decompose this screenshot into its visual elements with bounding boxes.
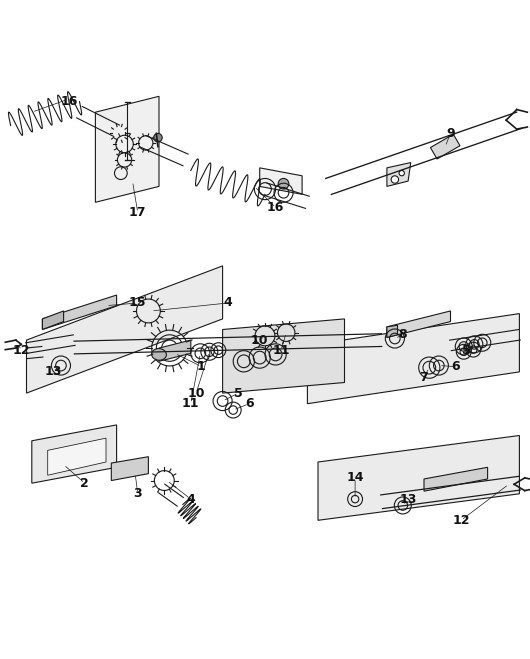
Text: 5: 5	[234, 387, 243, 399]
Text: 12: 12	[452, 514, 470, 527]
Text: 2: 2	[81, 476, 89, 490]
Text: 11: 11	[182, 397, 200, 410]
Polygon shape	[48, 438, 106, 475]
Text: 13: 13	[400, 492, 417, 505]
Ellipse shape	[152, 349, 166, 360]
Polygon shape	[111, 457, 148, 480]
Text: 16: 16	[267, 201, 284, 214]
Text: 3: 3	[134, 487, 142, 500]
Text: 8: 8	[399, 328, 407, 341]
Text: 12: 12	[12, 344, 30, 357]
Polygon shape	[42, 311, 64, 330]
Polygon shape	[387, 163, 411, 186]
Polygon shape	[387, 326, 398, 337]
Bar	[430, 134, 460, 159]
Text: 15: 15	[129, 297, 147, 310]
Polygon shape	[318, 436, 519, 521]
Circle shape	[278, 179, 289, 189]
Polygon shape	[223, 319, 344, 393]
Circle shape	[154, 133, 162, 142]
Polygon shape	[26, 266, 223, 393]
Text: 16: 16	[60, 95, 77, 108]
Text: 9: 9	[446, 127, 455, 140]
Text: 5: 5	[462, 344, 471, 357]
Text: 10: 10	[251, 333, 269, 347]
Text: 17: 17	[129, 206, 147, 219]
Text: 13: 13	[45, 365, 61, 378]
Circle shape	[391, 176, 399, 183]
Text: 6: 6	[452, 360, 460, 373]
Polygon shape	[387, 311, 450, 337]
Text: 4: 4	[187, 492, 195, 505]
Circle shape	[399, 171, 404, 176]
Text: 11: 11	[272, 344, 290, 357]
Polygon shape	[424, 467, 488, 491]
Text: 6: 6	[245, 397, 253, 410]
Polygon shape	[42, 295, 117, 330]
Polygon shape	[159, 340, 191, 361]
Text: 4: 4	[224, 297, 232, 310]
Text: 14: 14	[346, 471, 364, 484]
Polygon shape	[32, 425, 117, 483]
Text: 10: 10	[187, 387, 205, 399]
Text: 1: 1	[197, 360, 206, 373]
Polygon shape	[95, 96, 159, 202]
Polygon shape	[307, 314, 519, 404]
Text: 7: 7	[420, 371, 428, 384]
Polygon shape	[260, 168, 302, 194]
